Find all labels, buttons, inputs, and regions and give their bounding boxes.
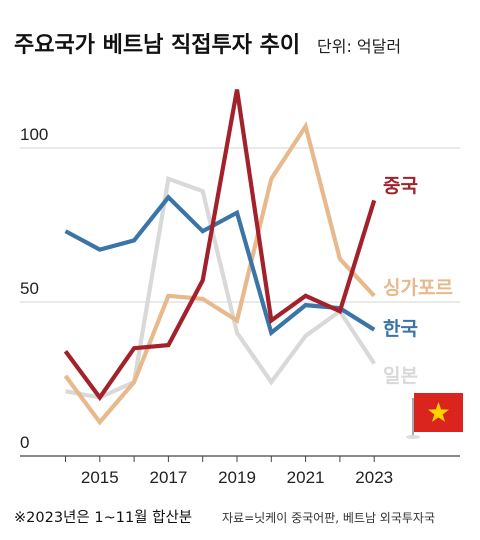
x-tick-label: 2021 [287,468,325,487]
vietnam-flag-icon [406,393,463,439]
x-tick-label: 2019 [218,468,256,487]
series-label: 싱가포르 [383,277,453,299]
series-lines [63,89,377,426]
x-tick-label: 2017 [149,468,187,487]
footnote: ※2023년은 1~11월 합산분 [14,509,192,526]
source-note: 자료=닛케이 중국어판, 베트남 외국투자국 [222,511,435,525]
series-line [63,89,377,402]
series-line [65,175,376,400]
series-line [64,194,376,337]
axis-ticks: 0 50 100 2015 2017 2019 2021 2023 [20,125,393,487]
series-label: 중국 [383,175,418,197]
x-tick-label: 2023 [355,468,393,487]
unit-label: 단위: 억달러 [317,37,401,56]
y-tick-label: 0 [20,433,29,452]
flag-star-icon [428,402,449,422]
y-tick-label: 50 [20,279,39,298]
series-line [63,121,376,426]
series-label: 일본 [383,365,418,387]
chart-title: 주요국가 베트남 직접투자 추이 [14,33,300,58]
flag-base [406,435,420,439]
series-label: 한국 [383,318,418,340]
x-tick-label: 2015 [81,468,119,487]
y-tick-label: 100 [20,125,48,144]
